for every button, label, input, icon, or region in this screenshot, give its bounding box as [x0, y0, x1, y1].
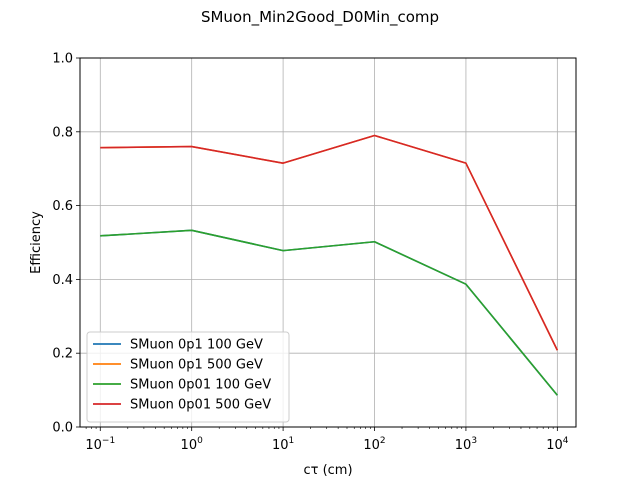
legend-item: SMuon 0p1 500 GeV [93, 358, 263, 373]
x-tick-label: 10−1 [85, 436, 115, 453]
y-tick-label: 0.4 [52, 273, 73, 288]
x-tick-label: 102 [363, 436, 385, 453]
x-tick-label: 100 [181, 436, 204, 453]
x-tick-label: 104 [546, 436, 569, 453]
x-tick-label: 101 [272, 436, 294, 453]
legend-label: SMuon 0p01 100 GeV [130, 378, 271, 393]
x-axis-label: cτ (cm) [303, 463, 352, 478]
legend-item: SMuon 0p01 100 GeV [93, 378, 271, 393]
legend: SMuon 0p1 100 GeV SMuon 0p1 500 GeV SMuon … [86, 331, 290, 423]
x-tick-label: 103 [455, 436, 477, 453]
ticks: 10−1 100 101 102 103 104 0.0 0.2 0.4 0.6 0.8 1.0 [52, 52, 568, 454]
legend-label: SMuon 0p1 100 GeV [130, 338, 263, 353]
chart-title: SMuon_Min2Good_D0Min_comp [201, 8, 439, 27]
legend-item: SMuon 0p1 100 GeV [93, 338, 263, 353]
series-layer [100, 134, 559, 396]
legend-item: SMuon 0p01 500 GeV [93, 398, 271, 413]
legend-label: SMuon 0p01 500 GeV [130, 398, 271, 413]
y-tick-label: 1.0 [52, 52, 73, 67]
y-tick-label: 0.8 [52, 125, 73, 140]
legend-label: SMuon 0p1 500 GeV [130, 358, 263, 373]
plot-frame [79, 57, 577, 428]
y-tick-label: 0.2 [52, 347, 73, 362]
y-tick-label: 0.6 [52, 199, 73, 214]
series-line-3 [100, 134, 559, 351]
y-tick-label: 0.0 [52, 421, 73, 436]
legend-box [86, 331, 290, 423]
y-axis-label: Efficiency [29, 211, 44, 274]
series-line-2 [100, 229, 558, 396]
